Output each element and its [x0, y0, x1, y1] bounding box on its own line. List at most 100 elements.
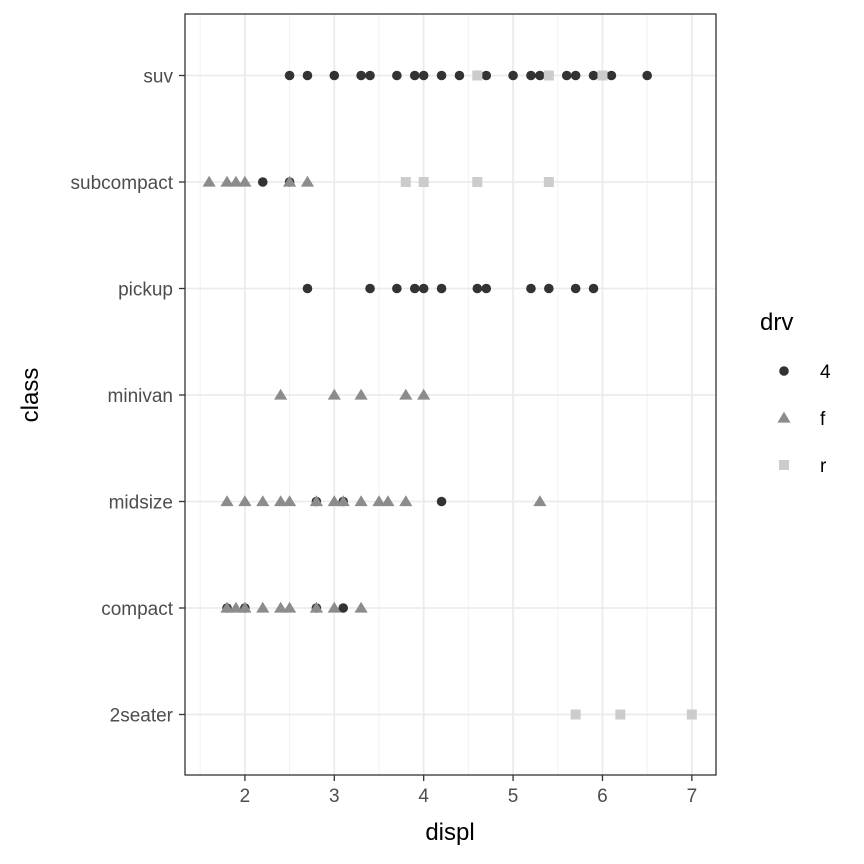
data-point-4	[526, 283, 536, 294]
data-points	[202, 70, 697, 720]
y-tick-label: compact	[101, 599, 174, 620]
data-point-f	[238, 175, 252, 187]
y-tick-label: midsize	[109, 493, 173, 514]
data-point-r	[686, 709, 697, 720]
data-point-r	[472, 177, 483, 187]
data-point-4	[418, 70, 429, 81]
data-point-4	[570, 70, 581, 81]
data-point-f	[354, 495, 368, 507]
data-point-4	[570, 283, 581, 294]
data-point-f	[300, 175, 315, 187]
data-point-r	[615, 709, 626, 720]
legend: drv 4 f r	[760, 309, 831, 477]
data-point-4	[642, 70, 652, 81]
data-point-f	[372, 495, 386, 507]
x-tick-label: 2	[240, 786, 251, 807]
y-axis: 2seater compact midsize minivan pickup subcom…	[71, 67, 185, 727]
data-point-f	[282, 601, 297, 613]
y-tick-label: subcompact	[71, 173, 174, 194]
data-point-4	[302, 70, 313, 81]
data-point-4	[535, 70, 545, 81]
data-point-f	[309, 495, 324, 507]
data-point-4	[302, 283, 313, 294]
data-point-f	[274, 495, 288, 507]
data-point-f	[327, 495, 341, 507]
legend-key-4	[779, 366, 789, 376]
data-point-4	[588, 70, 599, 81]
data-point-4	[392, 70, 402, 81]
legend-title: drv	[760, 309, 793, 336]
data-point-4	[409, 70, 420, 81]
data-point-f	[282, 495, 297, 507]
data-point-f	[336, 495, 350, 507]
data-point-f	[274, 601, 288, 613]
data-point-f	[256, 495, 270, 507]
data-point-4	[544, 283, 554, 294]
data-point-f	[238, 495, 252, 507]
data-point-f	[327, 601, 341, 613]
data-point-f	[309, 601, 324, 613]
data-point-4	[436, 70, 447, 81]
data-point-4	[436, 496, 447, 507]
data-point-4	[508, 70, 518, 81]
data-point-f	[220, 601, 234, 613]
x-axis-title: displ	[425, 819, 474, 846]
data-point-4	[356, 70, 366, 81]
data-point-4	[329, 70, 340, 81]
data-point-4	[526, 70, 536, 81]
data-point-f	[399, 388, 413, 400]
data-point-4	[392, 283, 402, 294]
data-point-f	[229, 601, 243, 613]
data-point-4	[481, 70, 492, 81]
legend-label: f	[820, 409, 826, 430]
data-point-f	[220, 175, 234, 187]
data-point-r	[543, 70, 554, 81]
y-tick-label: pickup	[118, 280, 173, 301]
data-point-4	[436, 283, 447, 294]
data-point-r	[543, 177, 554, 187]
data-point-f	[354, 601, 368, 613]
x-axis: 2 3 4 5 6 7	[240, 775, 697, 807]
data-point-f	[229, 175, 243, 187]
legend-key-f	[777, 411, 791, 423]
data-point-4	[409, 283, 420, 294]
data-point-4	[418, 283, 429, 294]
x-tick-label: 3	[329, 786, 340, 807]
data-point-r	[570, 709, 581, 720]
legend-label: 4	[820, 362, 831, 383]
x-tick-label: 6	[597, 786, 608, 807]
data-point-4	[338, 603, 349, 613]
data-point-f	[327, 388, 341, 400]
data-point-r	[400, 177, 411, 187]
x-tick-label: 5	[508, 786, 519, 807]
grid-lines	[185, 14, 716, 775]
y-axis-title: class	[17, 368, 44, 423]
data-point-f	[202, 175, 216, 187]
data-point-f	[381, 495, 395, 507]
data-point-4	[454, 70, 465, 81]
data-point-4	[284, 70, 295, 81]
legend-label: r	[820, 456, 827, 477]
y-tick-label: suv	[143, 67, 173, 88]
data-point-r	[472, 70, 483, 81]
data-point-4	[588, 283, 599, 294]
data-point-f	[354, 388, 368, 400]
data-point-4	[481, 283, 492, 294]
data-point-f	[417, 388, 431, 400]
y-tick-label: 2seater	[110, 706, 174, 727]
data-point-4	[257, 177, 268, 187]
data-point-r	[597, 70, 608, 81]
data-point-f	[220, 495, 234, 507]
data-point-f	[533, 495, 547, 507]
data-point-f	[399, 495, 413, 507]
data-point-r	[418, 177, 429, 187]
data-point-4	[472, 283, 483, 294]
legend-key-r	[779, 460, 789, 470]
y-tick-label: minivan	[108, 386, 173, 407]
data-point-f	[238, 601, 252, 613]
data-point-4	[365, 283, 375, 294]
data-point-4	[365, 70, 375, 81]
data-point-f	[282, 175, 297, 187]
data-point-4	[606, 70, 617, 81]
